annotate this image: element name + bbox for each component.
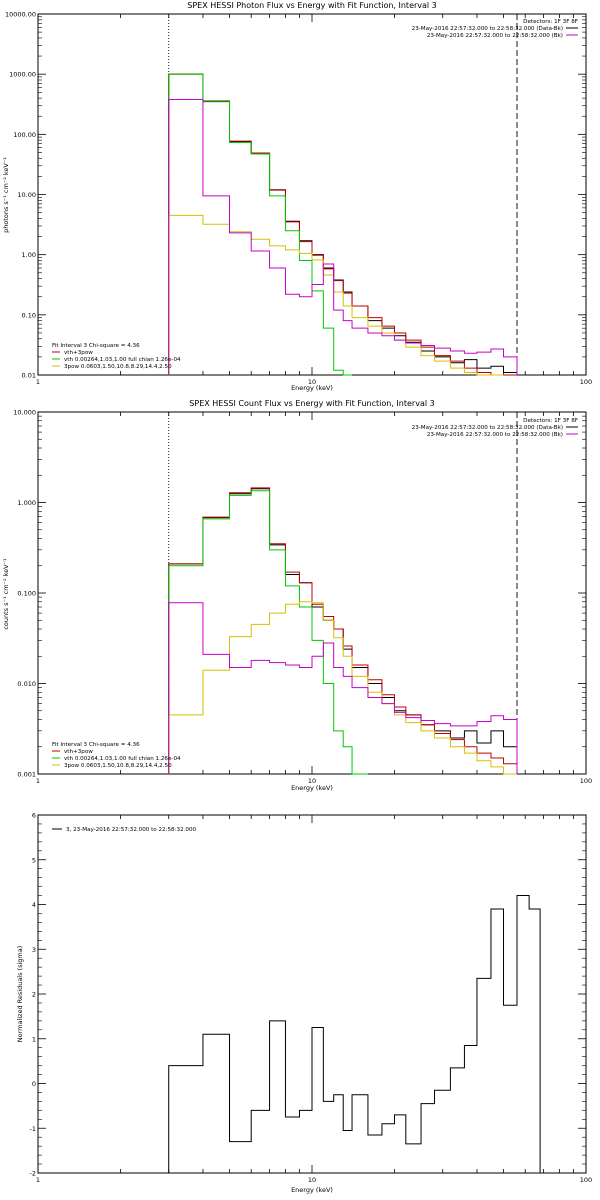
photon-flux-y-tick-label: 0.01	[22, 372, 36, 380]
count-flux-y-tick-label: 0.001	[17, 771, 36, 779]
count-flux-series-vth-3pow	[168, 487, 518, 774]
residuals-y-tick-label: -1	[30, 1125, 36, 1133]
photon-flux-legend-line: vth+3pow	[64, 350, 93, 356]
count-flux-ylabel: counts s⁻¹ cm⁻² keV⁻¹	[2, 558, 10, 630]
count-flux-legend-line: 3pow 0.0603,1.50,10.8,8.29,14.4,2.50	[64, 763, 172, 769]
photon-flux-y-tick-label: 10.00	[17, 191, 36, 199]
count-flux-header-line: 23-May-2016 22:57:32.000 to 22:58:32.000…	[427, 432, 563, 438]
residuals-x-tick-label: 1	[36, 1176, 40, 1184]
photon-flux-x-tick-label: 100	[580, 378, 592, 386]
photon-flux-legend-line: 3pow 0.0603,1.50,10.8,8.29,14.4,2.50	[64, 364, 172, 370]
photon-flux-series-bk	[168, 98, 518, 375]
photon-flux-header-line: Detectors: 1F 3F 8F	[523, 19, 578, 25]
count-flux-x-tick-label: 100	[580, 777, 592, 785]
residuals-ylabel: Normalized Residuals (sigma)	[16, 946, 24, 1043]
photon-flux-series-vth-3pow	[168, 73, 517, 376]
residuals-y-tick-label: 4	[32, 901, 36, 909]
residuals-y-tick-label: 3	[32, 946, 36, 954]
residuals-y-tick-label: 0	[32, 1080, 36, 1088]
photon-flux-xlabel: Energy (keV)	[291, 384, 333, 392]
residuals-xlabel: Energy (keV)	[291, 1186, 333, 1194]
count-flux-series-vth	[168, 490, 368, 775]
residuals-x-tick-label: 100	[580, 1176, 592, 1184]
residuals-x-tick-label: 10	[308, 1176, 316, 1184]
count-flux-xlabel: Energy (keV)	[291, 784, 333, 792]
residuals-plot-area: 1 10 100 -2 -1 0 1 2 3 4 5 6	[30, 812, 593, 1185]
photon-flux-y-tick-label: 10000.00	[5, 11, 36, 19]
residuals-legend-line: 3, 23-May-2016 22:57:32.000 to 22:58:32.…	[66, 827, 197, 833]
photon-flux-legend-line: vth 0.00264,1.03,1.00 full chian 1.26e-0…	[64, 357, 181, 363]
photon-flux-series-vth	[168, 73, 353, 376]
residuals-panel: 1 10 100 -2 -1 0 1 2 3 4 5 6 Energy (keV) Normalize…	[16, 812, 592, 1195]
count-flux-panel: SPEX HESSI Count Flux vs Energy with Fit…	[2, 399, 592, 792]
count-flux-x-tick-label: 1	[36, 777, 40, 785]
photon-flux-plot-area: 1 10 100 0.01 0.10 1.00 10.00 100.00 1000.00 1000…	[5, 11, 592, 387]
photon-flux-y-tick-label: 1.00	[22, 251, 36, 259]
photon-flux-panel: SPEX HESSI Photon Flux vs Energy with Fi…	[2, 1, 592, 392]
photon-flux-series-3pow	[168, 214, 504, 376]
residuals-y-tick-label: 5	[32, 856, 36, 864]
count-flux-header-line: Detectors: 1F 3F 8F	[523, 418, 578, 424]
photon-flux-x-tick-label: 1	[36, 378, 40, 386]
residuals-y-tick-label: 2	[32, 991, 36, 999]
count-flux-legend-line: vth+3pow	[64, 749, 93, 755]
count-flux-y-tick-label: 0.100	[17, 590, 36, 598]
photon-flux-y-tick-label: 100.00	[13, 131, 36, 139]
photon-flux-legend-line: Fit Interval 3 Chi-square = 4.36	[52, 343, 140, 349]
residuals-y-tick-label: -2	[30, 1170, 36, 1178]
photon-flux-y-tick-label: 1000.00	[9, 71, 36, 79]
count-flux-y-tick-label: 10.000	[13, 409, 36, 417]
count-flux-header-line: 23-May-2016 22:57:32.000 to 22:58:32.000…	[412, 425, 563, 431]
count-flux-plot-area: 1 10 100 0.001 0.010 0.100 1.000 10.000	[13, 409, 592, 786]
photon-flux-y-tick-label: 0.10	[22, 311, 36, 319]
count-flux-x-tick-label: 10	[308, 777, 316, 785]
count-flux-legend-line: Fit Interval 3 Chi-square = 4.36	[52, 742, 140, 748]
count-flux-series-3pow	[168, 601, 517, 775]
count-flux-series-bk	[168, 602, 518, 774]
photon-flux-title: SPEX HESSI Photon Flux vs Energy with Fi…	[187, 1, 437, 10]
photon-flux-header-line: 23-May-2016 22:57:32.000 to 22:58:32.000…	[412, 26, 563, 32]
photon-flux-x-tick-label: 10	[308, 378, 316, 386]
residuals-y-tick-label: 6	[32, 812, 36, 820]
count-flux-title: SPEX HESSI Count Flux vs Energy with Fit…	[189, 399, 434, 408]
photon-flux-ylabel: photons s⁻¹ cm⁻² keV⁻¹	[2, 157, 10, 233]
count-flux-y-tick-label: 0.010	[17, 680, 36, 688]
photon-flux-header-line: 23-May-2016 22:57:32.000 to 22:58:32.000…	[427, 33, 563, 39]
residuals-y-tick-label: 1	[32, 1035, 36, 1043]
count-flux-y-tick-label: 1.000	[17, 499, 36, 507]
residuals-series-3-23-may-2016-22-57-32-000-to-22-58-32-000	[168, 895, 541, 1173]
count-flux-series-data-bk	[168, 488, 518, 774]
photon-flux-plot-frame	[37, 13, 587, 376]
count-flux-legend-line: vth 0.00264,1.03,1.00 full chian 1.26e-0…	[64, 756, 181, 762]
